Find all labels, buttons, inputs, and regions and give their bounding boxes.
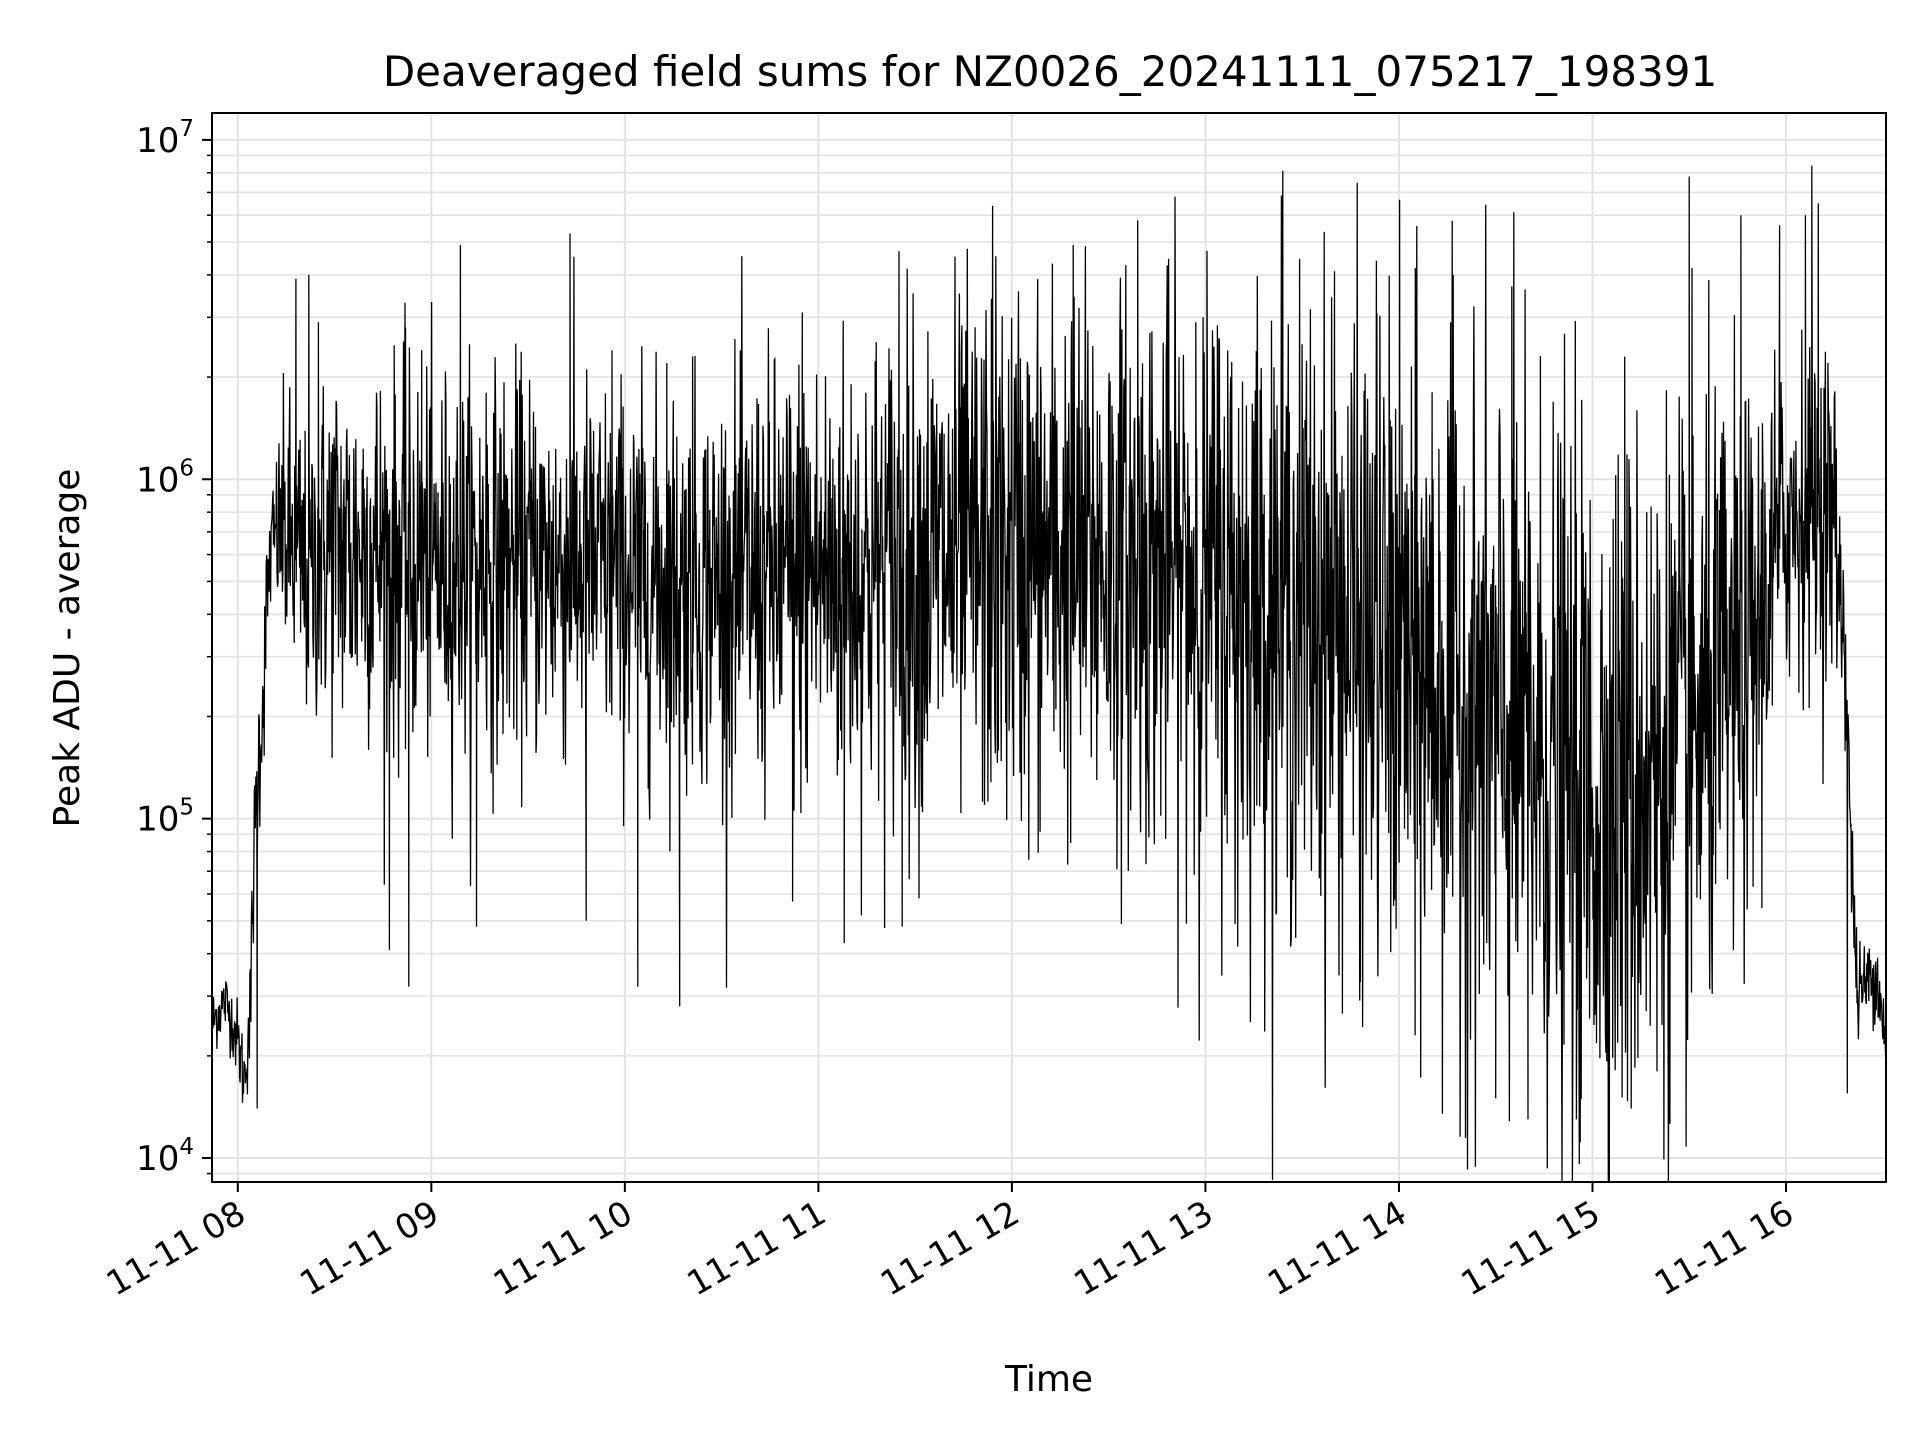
- x-tick-label: 11-11 13: [1068, 1193, 1220, 1304]
- chart-title: Deaveraged field sums for NZ0026_2024111…: [383, 47, 1717, 96]
- x-tick-label: 11-11 12: [874, 1193, 1026, 1304]
- x-tick-label: 11-11 15: [1455, 1193, 1607, 1304]
- x-tick-label: 11-11 08: [100, 1193, 252, 1304]
- x-tick-label: 11-11 16: [1648, 1193, 1800, 1304]
- y-axis: 104 105 106 107: [136, 116, 212, 1179]
- x-axis-label: Time: [1004, 1359, 1093, 1400]
- x-tick-label: 11-11 10: [487, 1193, 639, 1304]
- y-tick-label: 105: [136, 795, 194, 840]
- y-tick-label: 104: [136, 1134, 194, 1179]
- x-tick-label: 11-11 11: [680, 1193, 832, 1304]
- plot-area: [211, 165, 1887, 1183]
- axes-frame: [211, 112, 1887, 1183]
- y-axis-label: Peak ADU - average: [47, 469, 88, 828]
- y-tick-label: 106: [136, 455, 194, 500]
- x-tick-label: 11-11 14: [1261, 1193, 1413, 1304]
- x-tick-label: 11-11 09: [293, 1193, 445, 1304]
- series-line: [211, 165, 1887, 1183]
- y-tick-label: 107: [136, 116, 194, 161]
- x-axis: 11-11 08 11-11 09 11-11 10 11-11 11 11-11 12…: [100, 1182, 1801, 1304]
